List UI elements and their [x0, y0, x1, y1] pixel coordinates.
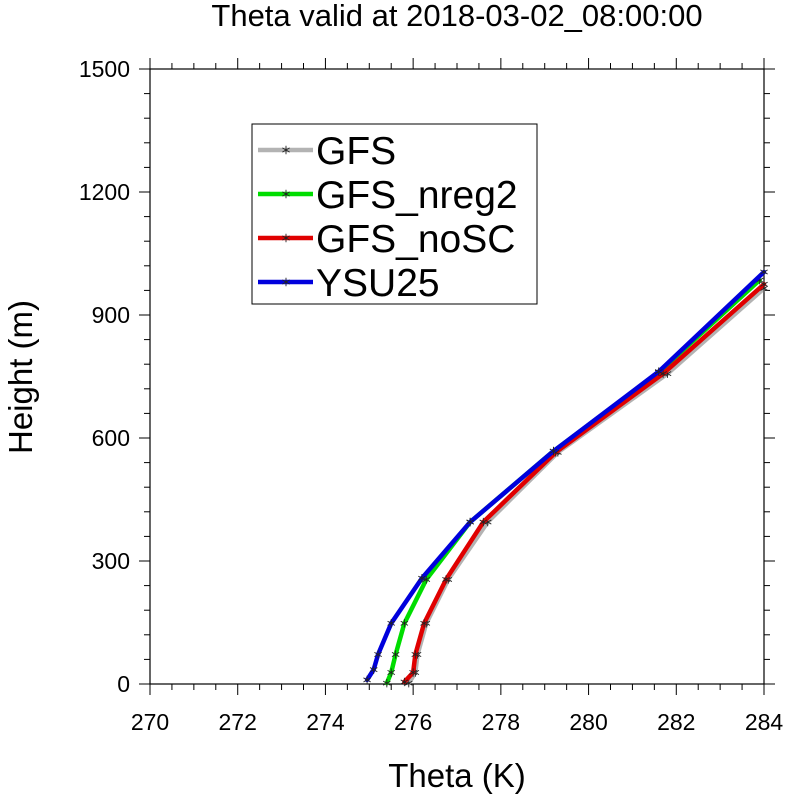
x-tick-label: 280	[569, 709, 607, 735]
marker-stroke	[382, 680, 391, 686]
data-point	[549, 446, 558, 456]
marker-stroke	[479, 519, 488, 525]
marker-stroke	[418, 575, 426, 581]
data-point	[420, 619, 428, 628]
data-point	[466, 517, 475, 527]
marker-stroke	[760, 281, 768, 287]
marker-stroke	[755, 277, 764, 283]
marker-stroke	[374, 651, 382, 657]
data-point	[374, 650, 382, 659]
data-point	[479, 517, 488, 527]
x-tick-label: 272	[219, 709, 257, 735]
legend-item-gfs-nosc: GFS_noSC	[258, 218, 515, 261]
data-point	[369, 665, 378, 674]
marker-stroke	[387, 620, 396, 626]
y-tick-label: 1500	[79, 56, 130, 82]
legend-item-gfs: GFS	[258, 130, 396, 173]
data-point	[760, 280, 768, 289]
marker-stroke	[549, 448, 558, 454]
y-tick-label: 300	[92, 548, 130, 574]
x-tick-label: 282	[657, 709, 695, 735]
legend-label: YSU25	[316, 262, 440, 305]
marker-stroke	[391, 651, 400, 657]
data-point	[387, 619, 396, 628]
marker-stroke	[442, 576, 450, 582]
marker-stroke	[282, 235, 290, 241]
marker-stroke	[387, 670, 396, 676]
marker-stroke	[282, 279, 290, 285]
marker-stroke	[760, 269, 768, 275]
chart-title: Theta valid at 2018-03-02_08:00:00	[211, 0, 702, 33]
data-point	[409, 668, 418, 677]
x-axis-label: Theta (K)	[388, 757, 526, 794]
series-line	[406, 286, 767, 686]
marker-stroke	[411, 651, 420, 657]
marker-stroke	[369, 667, 378, 673]
y-tick-label: 600	[92, 425, 130, 451]
y-tick-label: 1200	[79, 179, 130, 205]
data-point	[411, 650, 420, 659]
data-point	[387, 668, 396, 677]
data-point	[654, 367, 663, 376]
marker-stroke	[400, 620, 409, 626]
plot-area	[363, 267, 768, 688]
x-tick-label: 278	[482, 709, 520, 735]
x-tick-label: 276	[394, 709, 432, 735]
legend-item-ysu25: YSU25	[258, 262, 440, 305]
y-tick-label: 0	[117, 671, 130, 697]
marker-stroke	[404, 680, 413, 686]
series-line	[402, 282, 767, 685]
data-point	[760, 267, 768, 277]
legend-box	[251, 123, 538, 305]
marker-stroke	[466, 519, 475, 525]
data-point	[418, 574, 426, 583]
legend-marker	[282, 233, 290, 243]
data-point	[382, 678, 391, 688]
marker-stroke	[400, 679, 409, 685]
data-point	[400, 677, 409, 687]
legend-marker	[282, 189, 290, 199]
marker-stroke	[659, 371, 667, 377]
data-point	[391, 650, 400, 659]
x-tick-label: 284	[745, 709, 784, 735]
legend-marker	[282, 277, 290, 287]
marker-stroke	[282, 191, 290, 197]
marker-stroke	[420, 620, 428, 626]
legend-label: GFS_noSC	[316, 218, 515, 261]
series-gfs-nosc	[400, 280, 768, 687]
data-point	[442, 575, 450, 584]
data-point	[363, 675, 371, 685]
legend-label: GFS	[316, 130, 396, 173]
marker-stroke	[654, 369, 663, 375]
marker-stroke	[422, 576, 431, 582]
marker-stroke	[282, 147, 290, 153]
y-tick-label: 900	[92, 302, 130, 328]
legend-label: GFS_nreg2	[316, 174, 518, 217]
data-point	[400, 619, 409, 628]
x-tick-label: 274	[306, 709, 345, 735]
series-gfs	[404, 284, 768, 688]
axes: 270 272 274 276 278 280 282 284 0 300 600 900 1200 15…	[79, 56, 784, 735]
legend-marker	[282, 145, 290, 155]
series-ysu25	[363, 267, 768, 685]
marker-stroke	[409, 670, 418, 676]
marker-stroke	[363, 677, 371, 683]
legend-item-gfs-nreg2: GFS_nreg2	[258, 174, 518, 217]
y-axis-label: Height (m)	[2, 300, 39, 454]
x-tick-label: 270	[131, 709, 169, 735]
